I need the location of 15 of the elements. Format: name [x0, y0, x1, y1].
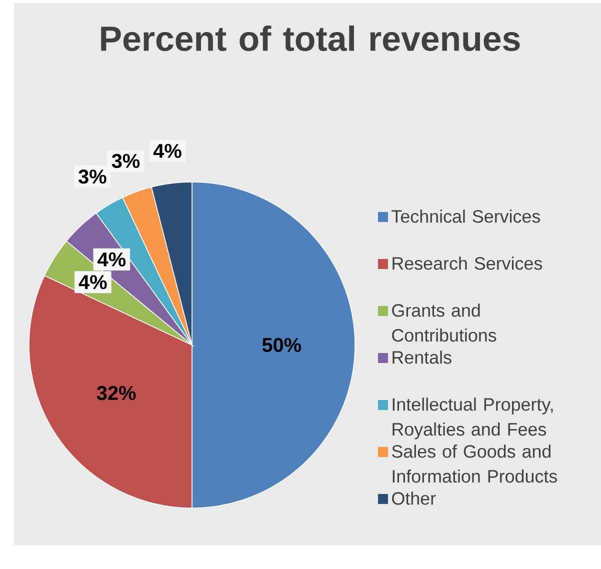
legend-label: Technical Services [392, 210, 540, 223]
data-label: 3% [112, 154, 140, 168]
data-label: 4% [78, 275, 107, 290]
data-label: 4% [153, 144, 182, 158]
data-label: 32% [96, 386, 136, 400]
data-label: 4% [98, 252, 126, 266]
legend-label: Other [392, 492, 436, 505]
legend-label: Grants and Contributions [392, 304, 496, 342]
data-label: 50% [262, 338, 302, 352]
legend-label: Intellectual Property, Royalties and Fees [392, 398, 553, 440]
legend-label: Research Services [392, 256, 542, 270]
data-label: 3% [78, 170, 106, 184]
legend-label: Rentals [392, 350, 452, 364]
legend-label: Sales of Goods and Information Products [392, 444, 557, 483]
chart-title: Percent of total revenues [101, 26, 520, 52]
